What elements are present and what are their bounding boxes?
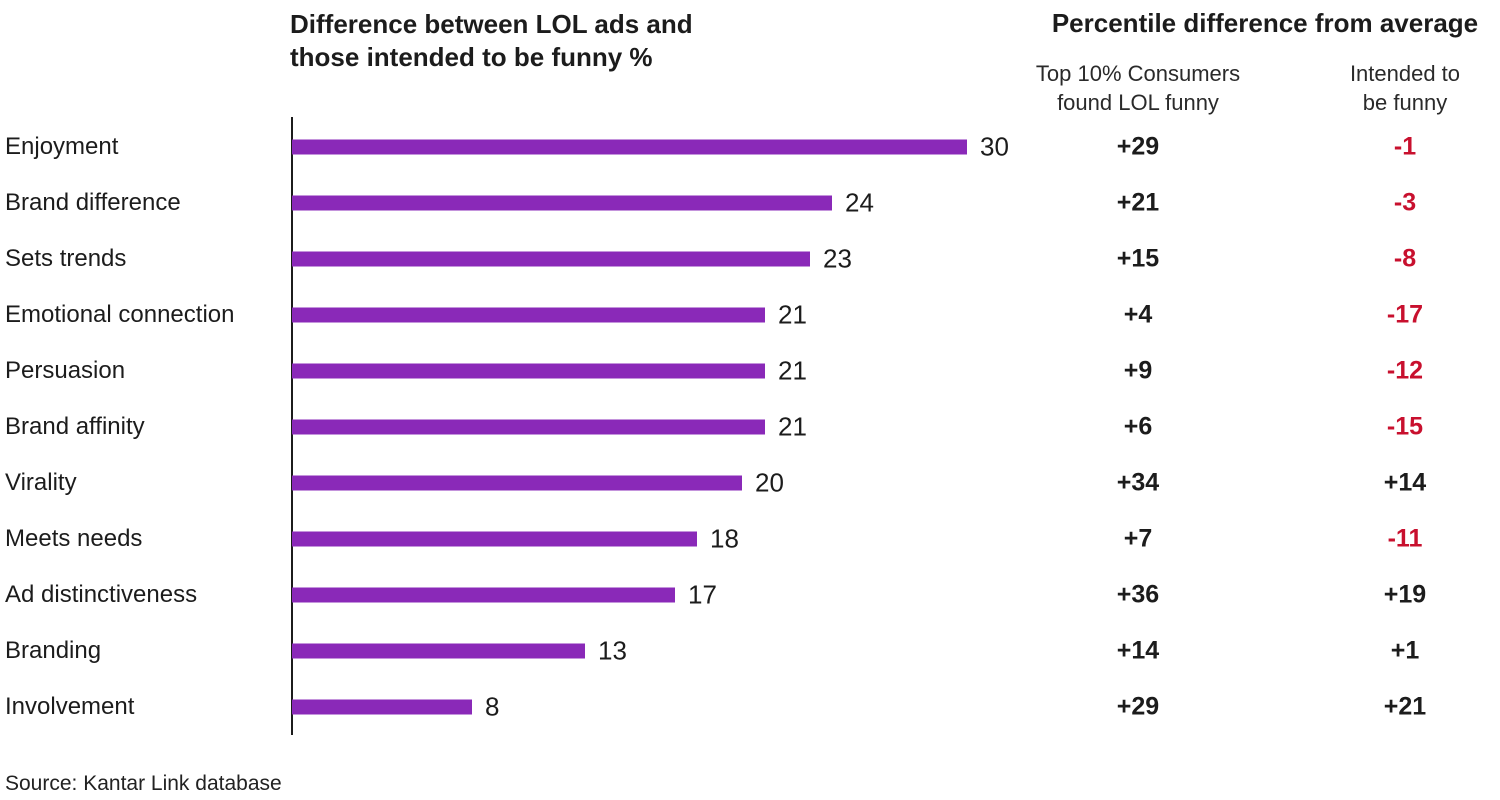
category-label: Virality (5, 469, 77, 496)
bar-value-label: 21 (778, 355, 807, 386)
bar-value-label: 20 (755, 467, 784, 498)
bar-value-label: 17 (688, 579, 717, 610)
chart-rows: Enjoyment 30 +29 -1 Brand difference 24 +21 -3 S… (0, 119, 1500, 735)
bar (292, 587, 675, 603)
bar (292, 475, 742, 491)
bar (292, 531, 697, 547)
chart-row: Ad distinctiveness 17 +36 +19 (0, 567, 1500, 623)
bar-value-label: 23 (823, 243, 852, 274)
cell-top10-value: +4 (1123, 300, 1153, 329)
cell-intended-value: +1 (1390, 636, 1420, 665)
category-label: Meets needs (5, 525, 143, 552)
category-label: Emotional connection (5, 301, 235, 328)
cell-intended-value: +19 (1383, 580, 1427, 609)
bar (292, 419, 765, 435)
source-note: Source: Kantar Link database (5, 772, 282, 795)
cell-top10-value: +29 (1116, 692, 1160, 721)
table-title: Percentile difference from average (1051, 8, 1479, 38)
cell-intended-value: -8 (1393, 244, 1417, 273)
cell-intended-value: -12 (1386, 356, 1424, 385)
cell-intended-value: +14 (1383, 468, 1427, 497)
bar (292, 363, 765, 379)
cell-top10-value: +6 (1123, 412, 1153, 441)
bar-value-label: 8 (485, 691, 500, 722)
cell-top10-value: +34 (1116, 468, 1160, 497)
cell-intended-value: -15 (1386, 412, 1424, 441)
bar (292, 251, 810, 267)
cell-top10-value: +9 (1123, 356, 1153, 385)
cell-top10-value: +15 (1116, 244, 1160, 273)
category-label: Brand difference (5, 189, 181, 216)
category-label: Ad distinctiveness (5, 581, 198, 608)
chart-row: Virality 20 +34 +14 (0, 455, 1500, 511)
bar (292, 699, 472, 715)
column-header-intended-funny: Intended to be funny (1349, 61, 1461, 115)
cell-intended-value: -17 (1386, 300, 1424, 329)
chart-row: Brand affinity 21 +6 -15 (0, 399, 1500, 455)
bar-value-label: 21 (778, 299, 807, 330)
cell-top10-value: +14 (1116, 636, 1160, 665)
chart-row: Branding 13 +14 +1 (0, 623, 1500, 679)
chart-row: Persuasion 21 +9 -12 (0, 343, 1500, 399)
category-label: Brand affinity (5, 413, 145, 440)
chart-row: Brand difference 24 +21 -3 (0, 175, 1500, 231)
chart-row: Sets trends 23 +15 -8 (0, 231, 1500, 287)
chart-row: Meets needs 18 +7 -11 (0, 511, 1500, 567)
cell-top10-value: +36 (1116, 580, 1160, 609)
category-label: Branding (5, 637, 102, 664)
cell-intended-value: -11 (1387, 524, 1423, 553)
bar (292, 139, 967, 155)
category-label: Enjoyment (5, 133, 119, 160)
bar-value-label: 30 (980, 131, 1009, 162)
chart-row: Enjoyment 30 +29 -1 (0, 119, 1500, 175)
bar (292, 643, 585, 659)
category-label: Sets trends (5, 245, 127, 272)
chart-title: Difference between LOL ads and those int… (290, 9, 693, 73)
bar (292, 307, 765, 323)
bar-value-label: 24 (845, 187, 874, 218)
bar-value-label: 18 (710, 523, 739, 554)
cell-intended-value: +21 (1383, 692, 1427, 721)
column-header-top10-consumers: Top 10% Consumers found LOL funny (1035, 61, 1241, 115)
category-label: Persuasion (5, 357, 126, 384)
cell-top10-value: +21 (1116, 188, 1160, 217)
chart-row: Emotional connection 21 +4 -17 (0, 287, 1500, 343)
bar-value-label: 21 (778, 411, 807, 442)
bar-value-label: 13 (598, 635, 627, 666)
category-label: Involvement (5, 693, 135, 720)
cell-top10-value: +7 (1123, 524, 1153, 553)
cell-top10-value: +29 (1116, 132, 1160, 161)
bar (292, 195, 832, 211)
cell-intended-value: -3 (1393, 188, 1417, 217)
cell-intended-value: -1 (1393, 132, 1417, 161)
chart-row: Involvement 8 +29 +21 (0, 679, 1500, 735)
